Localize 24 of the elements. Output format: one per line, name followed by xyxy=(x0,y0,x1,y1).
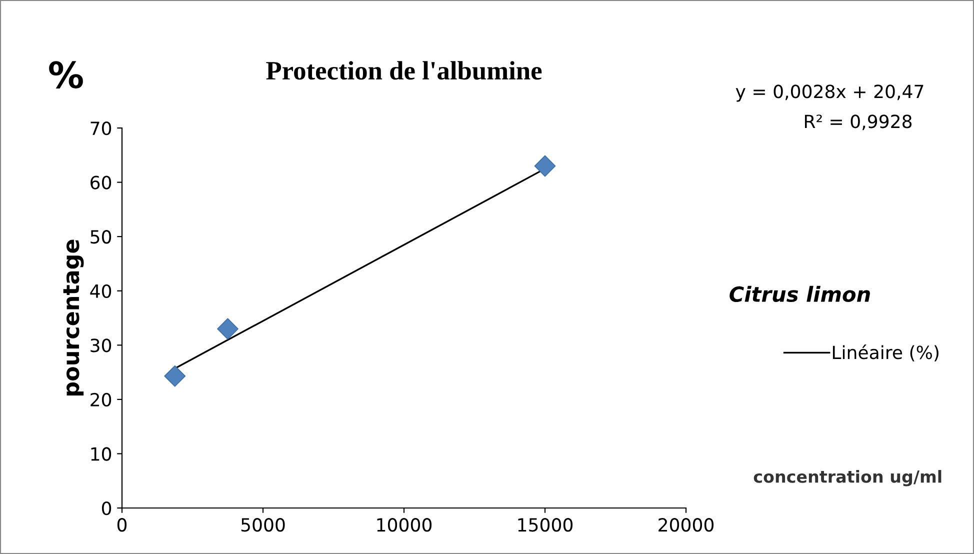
y-tick-label: 0 xyxy=(102,501,112,516)
y-tick-label: 50 xyxy=(90,230,112,244)
y-axis-title: pourcentage xyxy=(63,240,84,396)
point xyxy=(534,155,556,177)
y-tick-label: 10 xyxy=(91,447,112,461)
x-tick-label: 0 xyxy=(117,518,127,532)
point xyxy=(164,365,186,387)
x-tick-label: 20000 xyxy=(658,518,714,532)
x-tick-label: 5000 xyxy=(241,518,285,532)
text: y = 0,0028x + 20,47 xyxy=(736,84,924,102)
y-tick-label: 60 xyxy=(90,176,112,190)
text: Citrus limon xyxy=(730,286,870,302)
y-tick-label: 70 xyxy=(90,121,112,136)
x-axis-title: concentration ug/ml xyxy=(754,470,942,486)
x-tick-label: 15000 xyxy=(518,518,573,532)
y-tick-label: 40 xyxy=(90,284,112,298)
legend-label: Linéaire (%) xyxy=(832,344,938,362)
chart-title: Protection de l'albumine xyxy=(266,61,542,80)
text: % xyxy=(49,61,83,88)
point xyxy=(217,318,238,340)
text: R² = 0,9928 xyxy=(804,114,912,130)
y-tick-label: 30 xyxy=(90,338,112,352)
x-tick-label: 10000 xyxy=(377,518,432,532)
y-tick-label: 20 xyxy=(90,392,112,407)
